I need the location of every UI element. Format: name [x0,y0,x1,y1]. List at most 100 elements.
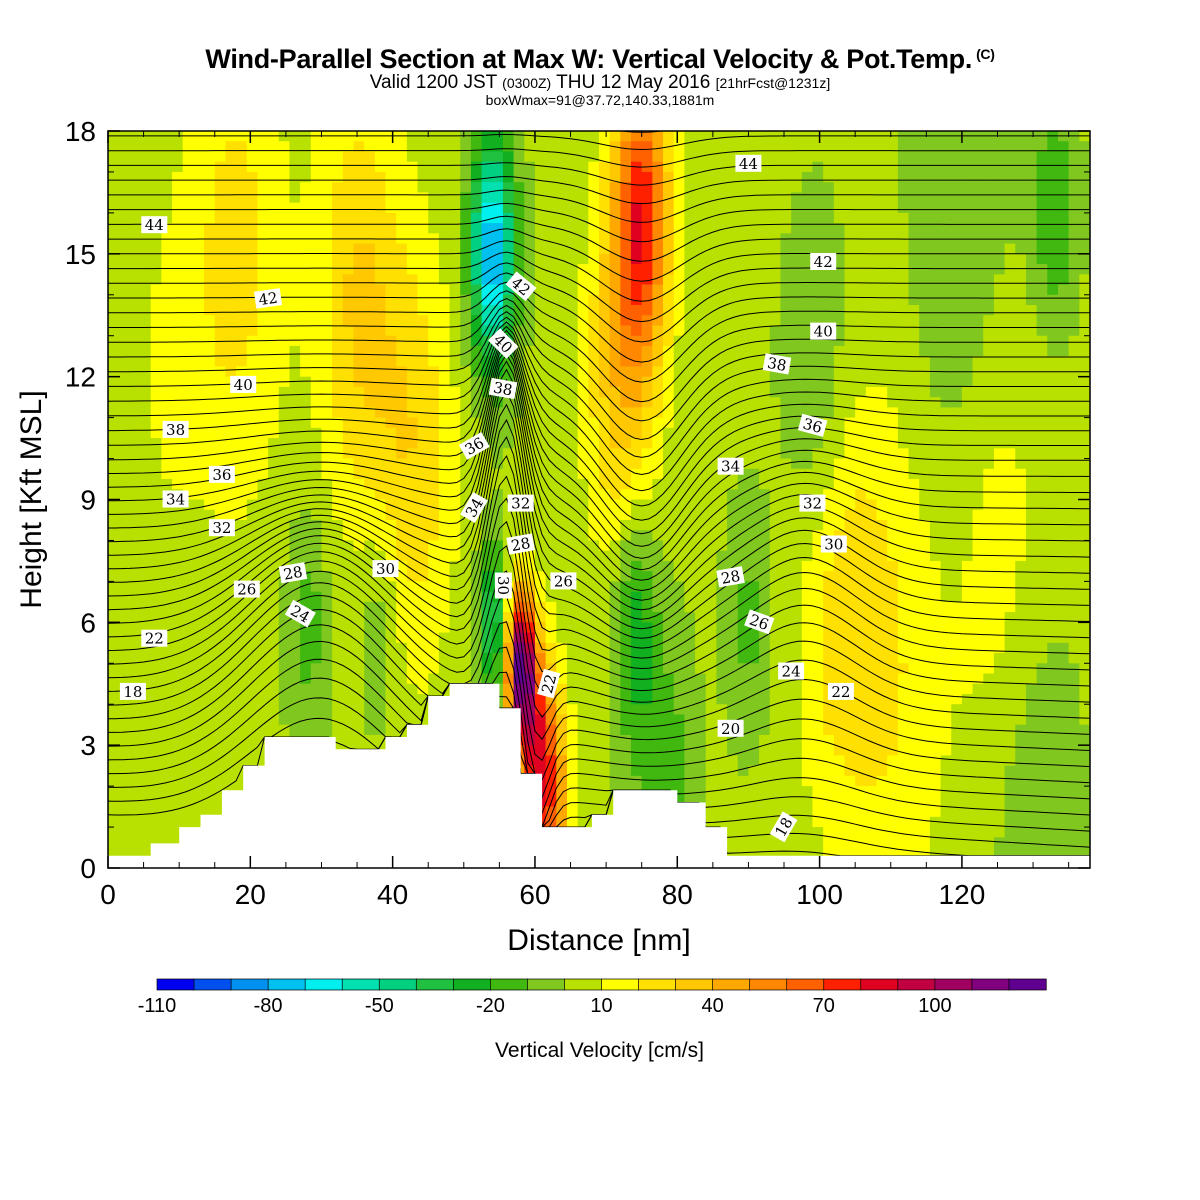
velocity-cell [780,499,792,511]
velocity-cell [470,591,483,603]
velocity-cell [406,601,419,613]
velocity-cell [129,161,141,173]
velocity-cell [364,673,376,685]
velocity-cell [108,632,120,644]
velocity-cell [737,417,750,429]
velocity-cell [684,489,696,501]
velocity-cell [769,499,782,511]
velocity-cell [737,816,750,828]
velocity-cell [332,673,344,685]
velocity-cell [620,612,632,623]
velocity-cell [620,315,632,327]
velocity-cell [172,366,184,378]
velocity-cell [406,663,419,675]
velocity-cell [823,294,835,306]
velocity-cell [737,212,750,224]
velocity-cell [759,837,771,849]
velocity-cell [182,448,194,460]
velocity-cell [332,192,344,204]
velocity-cell [470,417,483,429]
velocity-cell [631,397,643,408]
velocity-cell [118,560,130,572]
velocity-cell [716,192,728,204]
velocity-cell [236,653,248,664]
velocity-cell [246,550,259,562]
velocity-cell [278,407,291,419]
velocity-cell [310,479,323,490]
velocity-cell [577,356,589,368]
velocity-cell [727,601,739,613]
velocity-cell [342,550,355,562]
velocity-cell [737,253,750,265]
velocity-cell [705,131,718,142]
velocity-cell [556,509,568,521]
velocity-cell [737,755,750,767]
velocity-cell [150,407,162,419]
velocity-cell [737,704,750,716]
velocity-cell [321,223,333,234]
velocity-cell [353,724,365,736]
velocity-cell [663,345,675,357]
velocity-cell [577,366,589,378]
velocity-cell [534,212,547,224]
velocity-cell [727,253,739,265]
velocity-cell [716,397,728,408]
velocity-cell [556,550,568,562]
velocity-cell [129,335,141,347]
velocity-cell [161,560,173,572]
velocity-cell [193,612,205,623]
velocity-cell [673,345,685,357]
velocity-cell [204,653,216,664]
velocity-cell [577,755,589,767]
velocity-cell [481,264,493,275]
velocity-cell [759,479,771,490]
velocity-cell [705,612,718,623]
velocity-cell [663,571,675,582]
velocity-cell [663,407,675,419]
velocity-cell [332,499,344,511]
velocity-cell [556,489,568,501]
velocity-cell [609,243,621,255]
velocity-cell [705,714,718,726]
velocity-cell [182,212,194,224]
velocity-cell [118,151,130,163]
velocity-cell [246,131,259,142]
velocity-cell [332,489,344,501]
velocity-cell [385,683,397,695]
velocity-cell [406,591,419,603]
velocity-cell [566,509,579,521]
velocity-cell [833,796,846,808]
velocity-cell [417,479,429,490]
velocity-cell [684,673,696,685]
velocity-cell [705,182,718,194]
velocity-cell [193,724,205,736]
velocity-cell [182,376,194,388]
velocity-cell [695,438,707,449]
velocity-cell [278,693,291,705]
velocity-cell [663,468,675,480]
velocity-cell [246,356,259,368]
velocity-cell [769,653,782,664]
velocity-cell [599,581,611,593]
velocity-cell [278,243,291,255]
chart-title-text: Wind-Parallel Section at Max W: Vertical… [205,44,973,74]
velocity-cell [332,171,344,183]
velocity-cell [801,182,814,194]
velocity-cell [801,847,814,859]
velocity-cell [641,182,653,194]
velocity-cell [759,796,771,808]
velocity-cell [108,315,120,327]
velocity-cell [727,345,739,357]
velocity-cell [801,345,814,357]
velocity-cell [332,550,344,562]
velocity-cell [791,837,803,849]
velocity-cell [705,427,718,439]
velocity-cell [588,386,600,398]
velocity-cell [727,233,739,245]
velocity-cell [118,264,130,275]
velocity-cell [545,131,557,142]
velocity-cell [129,755,141,767]
velocity-cell [609,468,621,480]
velocity-cell [652,212,664,224]
velocity-cell [705,192,718,204]
